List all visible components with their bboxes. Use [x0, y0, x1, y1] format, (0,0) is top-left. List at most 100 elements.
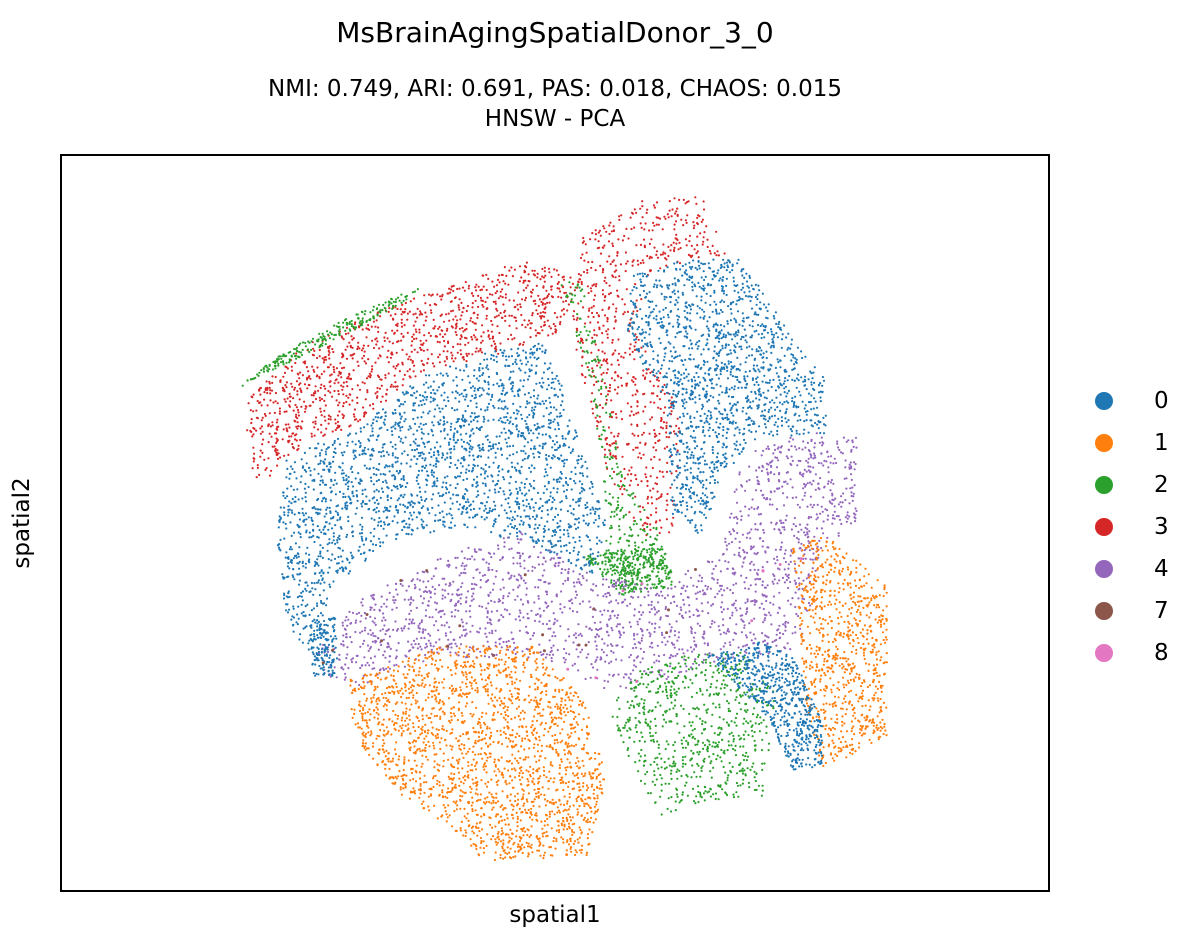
scatter-point	[688, 234, 692, 237]
scatter-point	[642, 431, 646, 434]
scatter-point	[516, 490, 519, 494]
scatter-point	[503, 349, 506, 352]
scatter-point	[659, 284, 662, 287]
scatter-point	[293, 419, 296, 422]
scatter-point	[550, 288, 553, 291]
scatter-point	[575, 431, 578, 434]
scatter-point	[665, 470, 669, 473]
scatter-point	[529, 356, 532, 359]
scatter-point	[332, 580, 335, 583]
scatter-point	[301, 590, 305, 593]
scatter-point	[412, 297, 416, 300]
scatter-point	[347, 476, 350, 479]
scatter-point	[472, 432, 475, 435]
scatter-point	[407, 517, 411, 520]
scatter-point	[517, 433, 520, 436]
scatter-point	[284, 556, 287, 559]
scatter-point	[449, 497, 452, 500]
scatter-point	[562, 300, 565, 303]
scatter-point	[605, 371, 608, 375]
scatter-point	[310, 348, 313, 351]
scatter-point	[601, 571, 604, 574]
scatter-point	[297, 425, 300, 428]
scatter-point	[633, 348, 637, 351]
scatter-point	[312, 347, 315, 350]
scatter-point	[646, 583, 649, 586]
scatter-point	[295, 352, 298, 355]
scatter-point	[527, 391, 530, 395]
scatter-point	[395, 323, 398, 327]
scatter-point	[320, 569, 323, 572]
scatter-point	[786, 392, 789, 395]
scatter-point	[664, 572, 667, 575]
scatter-point	[383, 466, 386, 469]
scatter-point	[631, 497, 634, 500]
scatter-point	[437, 519, 440, 522]
scatter-point	[303, 468, 306, 472]
scatter-point	[529, 507, 532, 510]
scatter-point	[323, 515, 326, 518]
scatter-point	[536, 526, 539, 530]
scatter-point	[641, 200, 644, 203]
scatter-point	[380, 426, 383, 429]
scatter-point	[633, 503, 636, 506]
scatter-point	[372, 449, 375, 452]
scatter-point	[430, 455, 433, 458]
scatter-point	[274, 360, 277, 363]
scatter-point	[438, 325, 441, 329]
scatter-point	[494, 456, 497, 459]
scatter-point	[586, 350, 589, 353]
scatter-point	[555, 478, 558, 481]
scatter-point	[627, 539, 630, 542]
scatter-point	[532, 345, 535, 348]
scatter-point	[495, 435, 498, 438]
scatter-point	[515, 527, 519, 530]
scatter-point	[472, 334, 476, 337]
scatter-point	[346, 488, 350, 491]
scatter-point	[533, 412, 536, 416]
scatter-point	[317, 338, 320, 341]
scatter-point	[657, 567, 660, 570]
scatter-point	[342, 385, 345, 388]
scatter-point	[578, 286, 581, 289]
scatter-point	[636, 483, 640, 486]
scatter-point	[542, 311, 545, 314]
scatter-point	[510, 266, 513, 269]
scatter-point	[313, 479, 316, 482]
scatter-point	[690, 244, 693, 247]
scatter-point	[449, 461, 452, 465]
scatter-point	[342, 472, 345, 475]
scatter-point	[352, 457, 356, 460]
scatter-point	[437, 356, 440, 359]
scatter-point	[581, 350, 584, 353]
scatter-point	[304, 615, 307, 618]
scatter-point	[670, 472, 673, 475]
scatter-point	[399, 429, 402, 432]
scatter-point	[547, 455, 550, 458]
scatter-point	[627, 561, 630, 564]
scatter-point	[297, 524, 300, 527]
scatter-point	[584, 243, 587, 246]
scatter-point	[404, 301, 407, 305]
scatter-point	[396, 296, 400, 299]
scatter-point	[474, 396, 478, 399]
scatter-point	[432, 482, 435, 485]
scatter-point	[534, 402, 537, 405]
scatter-point	[424, 311, 427, 314]
scatter-point	[389, 314, 392, 317]
scatter-point	[551, 377, 554, 381]
scatter-point	[461, 286, 465, 289]
scatter-point	[328, 566, 331, 569]
scatter-point	[598, 435, 601, 438]
scatter-point	[495, 348, 498, 351]
scatter-point	[627, 566, 631, 569]
scatter-point	[554, 428, 557, 431]
scatter-point	[625, 572, 628, 575]
scatter-point	[504, 296, 507, 299]
scatter-point	[296, 417, 299, 420]
scatter-point	[291, 385, 294, 388]
scatter-point	[280, 357, 283, 360]
scatter-point	[480, 341, 483, 344]
scatter-point	[662, 251, 665, 254]
scatter-point	[277, 364, 280, 367]
